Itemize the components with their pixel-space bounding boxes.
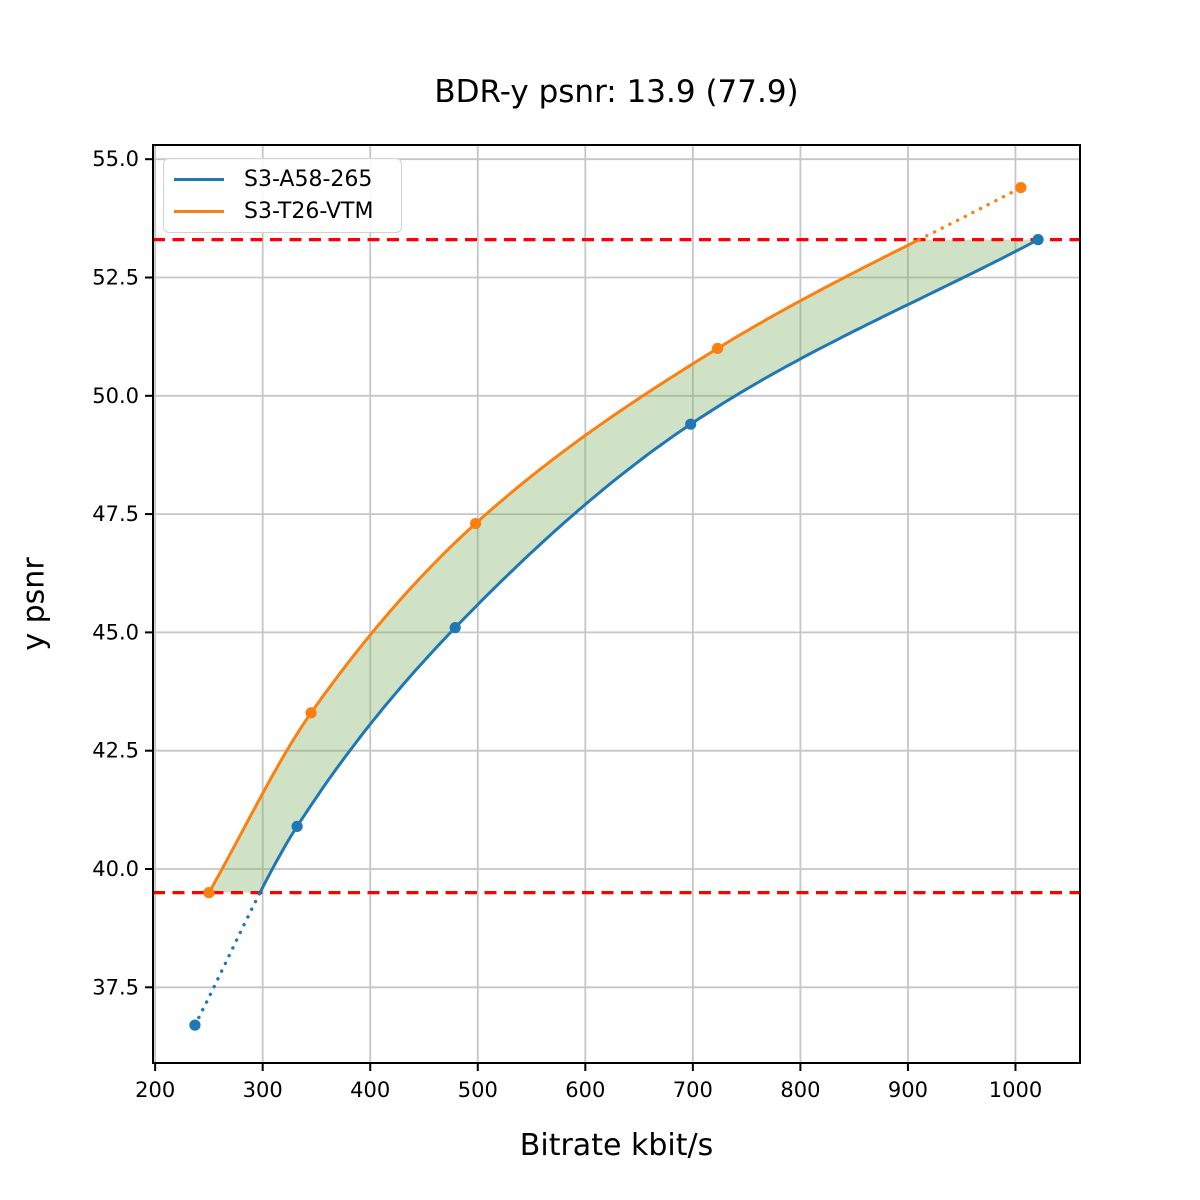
tick-labels: 200 300 400 500 600 700 800 900 1000 37.5 40.0 42.5… — [92, 147, 1042, 1102]
y-tick-label: 47.5 — [92, 502, 139, 526]
x-tick-label: 300 — [243, 1078, 283, 1102]
y-tick-label: 55.0 — [92, 147, 139, 171]
x-tick-label: 600 — [565, 1078, 605, 1102]
x-axis-label: Bitrate kbit/s — [519, 1128, 714, 1163]
x-tick-label: 400 — [350, 1078, 390, 1102]
x-tick-label: 500 — [458, 1078, 498, 1102]
y-tick-label: 40.0 — [92, 857, 139, 881]
series-markers-s3-t26-vtm — [203, 181, 1027, 899]
legend-label: S3-A58-265 — [244, 166, 373, 192]
y-tick-label: 52.5 — [92, 265, 139, 289]
legend-label: S3-T26-VTM — [244, 199, 374, 225]
series-markers-s3-a58-265 — [189, 234, 1044, 1031]
y-tick-label: 42.5 — [92, 739, 139, 763]
y-tick-label: 50.0 — [92, 384, 139, 408]
x-tick-label: 900 — [888, 1078, 928, 1102]
legend-entry-s3-a58-265: S3-A58-265 — [164, 167, 401, 192]
series-line-s3-t26-vtm-dotted — [917, 185, 1023, 242]
y-tick-label: 45.0 — [92, 620, 139, 644]
x-tick-label: 1000 — [989, 1078, 1042, 1102]
series-line-s3-a58-265-dotted — [193, 890, 262, 1027]
x-tick-label: 700 — [673, 1078, 713, 1102]
legend: S3-A58-265 S3-T26-VTM — [163, 158, 402, 233]
x-tick-label: 800 — [780, 1078, 820, 1102]
legend-line-sample-blue — [174, 177, 224, 181]
legend-line-sample-orange — [174, 210, 224, 214]
legend-entry-s3-t26-vtm: S3-T26-VTM — [164, 199, 401, 224]
plot-border — [152, 144, 1081, 1064]
chart-title: BDR-y psnr: 13.9 (77.9) — [434, 74, 799, 110]
y-tick-label: 37.5 — [92, 975, 139, 999]
bd-rate-shaded-area — [208, 239, 1039, 893]
series-line-s3-t26-vtm — [207, 238, 920, 894]
grid — [153, 145, 1080, 1063]
x-tick-label: 200 — [135, 1078, 175, 1102]
series-line-s3-a58-265 — [258, 238, 1039, 894]
tick-marks — [145, 158, 1017, 1071]
y-axis-label: y psnr — [16, 557, 52, 651]
